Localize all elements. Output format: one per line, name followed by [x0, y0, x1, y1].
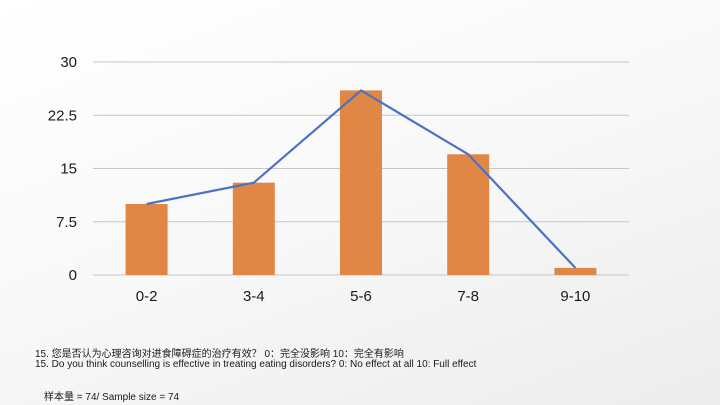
y-tick-label: 0 [69, 267, 77, 284]
x-tick-label: 3-4 [243, 288, 265, 305]
sample-size: 样本量 = 74/ Sample size = 74 [44, 392, 180, 403]
bar [340, 90, 382, 276]
bar [554, 267, 597, 275]
y-tick-label: 15 [60, 161, 77, 178]
chart: 0 7.5 15 22.5 30 0-2 3-4 5-6 7-8 9-10 [48, 54, 629, 305]
x-tick-label: 9-10 [560, 288, 590, 305]
y-tick-label: 22.5 [48, 107, 77, 124]
question-chinese: 15. 您是否认为心理咨询对进食障碍症的治疗有效？ 0：完全没影响 10：完全有… [35, 349, 404, 360]
x-tick-label: 7-8 [457, 288, 479, 305]
bar [232, 182, 275, 275]
x-tick-label: 5-6 [350, 288, 372, 305]
x-tick-label: 0-2 [136, 288, 158, 305]
bar [125, 204, 168, 275]
bar [447, 154, 490, 275]
y-tick-label: 7.5 [56, 214, 77, 231]
question-english: 15. Do you think counselling is effectiv… [35, 359, 477, 370]
y-tick-label: 30 [60, 54, 77, 71]
